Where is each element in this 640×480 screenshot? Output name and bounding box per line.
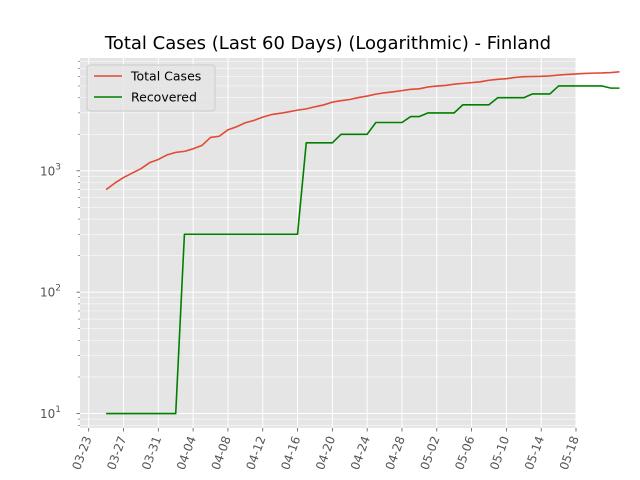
x-tick-label: 04-04 — [174, 434, 199, 472]
x-tick-label: 05-14 — [522, 434, 547, 472]
x-tick-label: 05-02 — [418, 434, 443, 472]
y-tick-label-base: 10 — [40, 407, 55, 421]
x-tick-label: 04-28 — [383, 434, 408, 472]
x-tick-label: 05-10 — [487, 434, 512, 472]
x-tick-label: 05-18 — [557, 434, 582, 472]
legend-label-recovered: Recovered — [131, 90, 197, 105]
x-tick-label: 03-27 — [104, 434, 129, 472]
y-tick-label-base: 10 — [40, 286, 55, 300]
y-tick-label: 101 — [40, 405, 61, 421]
x-tick-label: 04-08 — [209, 434, 234, 472]
x-axis: 03-23 03-27 03-31 04-04 04-08 04-12 04-16 04-20… — [69, 428, 581, 472]
y-tick-label-base: 10 — [40, 164, 55, 178]
y-tick-label: 102 — [40, 284, 61, 300]
plot-area — [80, 58, 576, 428]
legend-label-total-cases: Total Cases — [130, 69, 201, 84]
x-tick-label: 03-23 — [69, 434, 94, 472]
x-tick-label: 04-16 — [278, 434, 303, 472]
x-tick-label: 04-12 — [243, 434, 268, 472]
x-tick-label: 04-24 — [348, 434, 373, 472]
y-tick-label: 103 — [40, 162, 61, 178]
x-tick-label: 04-20 — [313, 434, 338, 472]
y-tick-label-exponent: 2 — [55, 284, 61, 294]
x-tick-label: 05-06 — [452, 434, 477, 472]
legend: Total Cases Recovered — [87, 65, 215, 111]
y-tick-label-exponent: 3 — [55, 162, 61, 172]
chart-title: Total Cases (Last 60 Days) (Logarithmic)… — [104, 33, 551, 54]
x-tick-label: 03-31 — [139, 434, 164, 472]
y-tick-label-exponent: 1 — [55, 405, 61, 415]
